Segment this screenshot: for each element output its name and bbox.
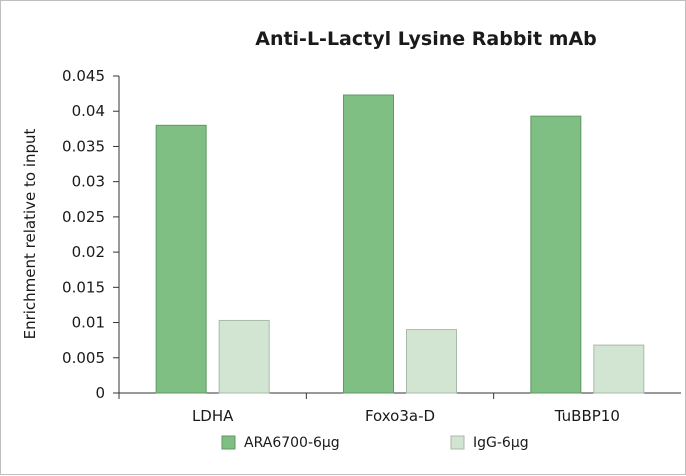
y-tick-label: 0 — [95, 384, 105, 402]
bar-foxo3a-d-series-1 — [406, 329, 457, 394]
y-tick-label: 0.04 — [72, 102, 105, 120]
legend-swatch — [450, 435, 465, 450]
bar-ldha-series-0 — [155, 124, 207, 394]
y-tick-label: 0.005 — [62, 349, 105, 367]
x-tick-label: Foxo3a-D — [365, 407, 435, 425]
y-tick-label: 0.035 — [62, 137, 105, 155]
y-tick-label: 0.01 — [72, 314, 105, 332]
y-tick-label: 0.015 — [62, 278, 105, 296]
bar-tubbp10-series-0 — [530, 115, 582, 394]
legend-label: ARA6700-6μg — [244, 435, 340, 451]
bar-foxo3a-d-series-0 — [343, 94, 394, 394]
chart-title: Anti-L-Lactyl Lysine Rabbit mAb — [255, 28, 597, 50]
bars — [155, 94, 645, 394]
x-tick-label: LDHA — [192, 407, 234, 425]
y-tick-label: 0.03 — [72, 173, 105, 191]
legend: ARA6700-6μg IgG-6μg — [221, 435, 529, 451]
legend-swatch — [221, 435, 236, 450]
x-tick-label: TuBBP10 — [554, 407, 620, 425]
y-tick-label: 0.045 — [62, 67, 105, 85]
bar-ldha-series-1 — [218, 319, 270, 394]
y-axis: 0 0.005 0.01 0.015 0.02 0.025 0.03 0.035 0.04 0.0… — [62, 67, 120, 402]
y-tick-label: 0.02 — [72, 243, 105, 261]
bar-tubbp10-series-1 — [593, 344, 645, 394]
y-tick-label: 0.025 — [62, 208, 105, 226]
x-axis: LDHA Foxo3a-D TuBBP10 — [118, 392, 681, 425]
legend-label: IgG-6μg — [473, 435, 529, 451]
y-axis-label: Enrichment relative to input — [21, 128, 39, 339]
